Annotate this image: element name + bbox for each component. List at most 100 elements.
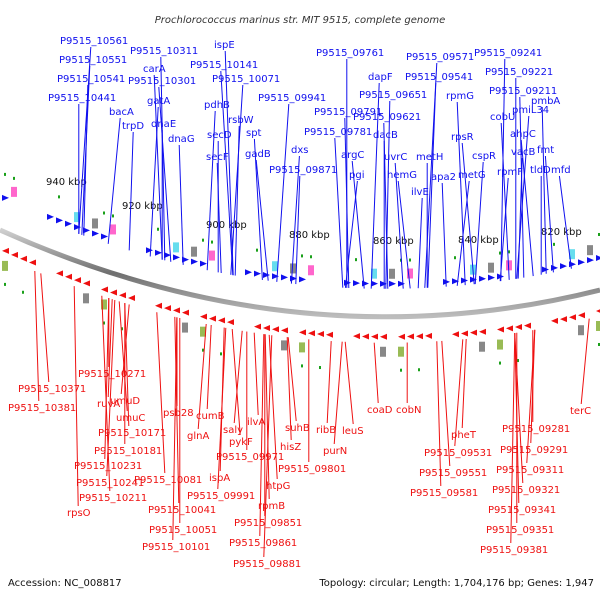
gene-label-p9515-09881: P9515_09881 [233,559,301,570]
forward-gene-arrow [542,266,549,273]
topology-text: Topology: circular; Length: 1,704,176 bp… [318,578,594,589]
gene-label-p9515-09621: P9515_09621 [353,112,421,123]
gene-label-ilve: ilvE [411,187,429,198]
gene-label-meth: metH [416,152,443,163]
leader-line [160,56,166,261]
leader-line [520,139,534,277]
leader-line [124,303,130,427]
reverse-gene-arrow [398,333,405,340]
reverse-gene-arrow [128,295,135,302]
tick-label-940: 940 kbp [46,177,87,188]
reverse-gene-arrow [218,317,225,324]
forward-gene-arrow [587,257,594,264]
gene-label-dnag: dnaG [168,134,195,145]
annotation-box [209,250,215,261]
gene-label-baca: bacA [109,107,134,118]
leader-line [276,103,290,282]
gene-label-leus: leuS [342,426,364,437]
gene-label-rpsr: rpsR [451,132,474,143]
leader-line [441,340,451,467]
reverse-gene-arrow [164,305,171,312]
forward-gene-arrow [245,269,252,276]
gene-label-p9515-09291: P9515_09291 [500,445,568,456]
leader-line [541,106,547,274]
tick-label-820: 820 kbp [541,227,582,238]
gene-label-ispe: ispE [214,40,235,51]
forward-gene-arrow [254,270,261,277]
leader-line [517,157,523,279]
annotation-box [479,341,485,352]
reverse-gene-arrow [11,251,18,258]
gene-label-mfd: mfd [551,165,571,176]
gene-label-p9515-10241: P9515_10241 [76,478,144,489]
gene-label-p9515-10561: P9515_10561 [60,36,128,47]
forward-gene-arrow [155,249,162,256]
gene-label-p9515-09281: P9515_09281 [502,424,570,435]
leader-line [373,342,379,404]
leader-line [40,273,50,383]
marker-tick [220,352,222,356]
gene-label-p9515-09861: P9515_09861 [229,538,297,549]
tick-label-920: 920 kbp [122,201,163,212]
marker-tick [22,290,24,294]
reverse-gene-arrow [272,326,279,333]
leader-line [153,74,163,260]
gene-label-uvrc: uvrC [384,152,407,163]
marker-tick [499,251,501,255]
annotation-box [569,249,575,260]
leader-line [230,84,244,275]
forward-gene-arrow [182,256,189,263]
gene-label-p9515-10311: P9515_10311 [130,46,198,57]
annotation-box [299,342,305,353]
annotation-box [200,326,206,337]
leader-line [234,125,240,276]
gene-label-p9515-09651: P9515_09651 [359,90,427,101]
forward-gene-arrow [596,254,600,261]
reverse-gene-arrow [461,330,468,337]
gene-label-ribb: ribB [316,425,336,436]
reverse-gene-arrow [317,331,324,338]
leader-line [231,329,241,436]
forward-gene-arrow [83,227,90,234]
annotation-box [173,242,179,253]
marker-tick [202,348,204,352]
forward-gene-arrow [488,274,495,281]
map-title: Prochlorococcus marinus str. MIT 9515, c… [155,15,445,26]
leader-line [461,142,475,285]
reverse-gene-arrow [425,332,432,339]
leader-line [220,70,234,276]
genome-backbone-arc [0,227,600,320]
reverse-gene-arrow [353,333,360,340]
leader-line [370,82,380,289]
forward-gene-arrow [47,213,54,220]
leader-line [259,334,265,537]
forward-gene-arrow [263,272,270,279]
gene-label-coad: coaD [367,405,393,416]
feature-layer [2,172,600,372]
leader-line [253,332,259,416]
gene-label-ilva: ilvA [247,417,265,428]
forward-gene-arrow [200,260,207,267]
gene-label-p9515-10231: P9515_10231 [74,461,142,472]
leader-line [441,182,447,287]
leader-line [158,86,172,262]
leader-line [333,341,343,445]
marker-tick [409,258,411,262]
gene-label-p9515-10181: P9515_10181 [94,446,162,457]
leader-line [397,180,411,289]
tick-label-900: 900 kbp [206,220,247,231]
reverse-gene-arrow [371,333,378,340]
annotation-box [398,346,404,357]
reverse-gene-arrow [281,327,288,334]
gene-label-pmil34: pmiL34 [512,105,549,116]
marker-tick [103,211,105,215]
forward-gene-arrow [272,273,279,280]
reverse-gene-arrow [407,333,414,340]
marker-tick [355,258,357,262]
forward-gene-arrow [146,247,153,254]
leader-line [295,175,301,285]
gene-label-apa2: apa2 [431,172,456,183]
leader-line [334,137,344,288]
leader-line [73,286,79,507]
